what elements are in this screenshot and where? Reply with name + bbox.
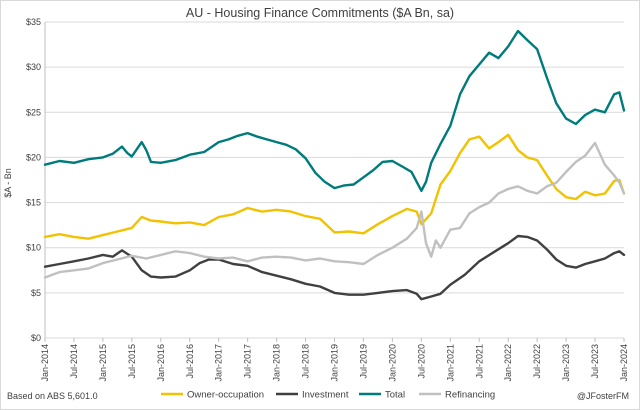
y-tick-label: $30 [26, 62, 41, 72]
x-tick-label: Jan-2022 [503, 344, 513, 382]
y-tick-label: $35 [26, 17, 41, 27]
legend-label: Owner-occupation [187, 390, 264, 401]
x-tick-label: Jan-2015 [98, 344, 108, 382]
legend-label: Refinancing [445, 390, 495, 401]
x-tick-label: Jul-2014 [69, 344, 79, 379]
source-note: Based on ABS 5,601.0 [7, 391, 98, 401]
x-tick-label: Jan-2019 [330, 344, 340, 382]
x-tick-label: Jul-2018 [301, 344, 311, 379]
x-tick-label: Jan-2016 [156, 344, 166, 382]
y-tick-label: $25 [26, 107, 41, 117]
x-tick-label: Jan-2023 [561, 344, 571, 382]
series-line-investment [43, 234, 626, 301]
y-tick-label: $10 [26, 243, 41, 253]
x-tick-label: Jul-2022 [532, 344, 542, 379]
x-tick-label: Jul-2019 [358, 344, 368, 379]
series-line-total [43, 29, 626, 192]
x-tick-label: Jul-2017 [243, 344, 253, 379]
x-tick-label: Jan-2020 [387, 344, 397, 382]
x-tick-label: Jul-2023 [590, 344, 600, 379]
y-tick-label: $20 [26, 152, 41, 162]
y-tick-label: $5 [31, 288, 41, 298]
y-axis-label: $A - Bn [3, 168, 13, 198]
x-tick-label: Jul-2015 [127, 344, 137, 379]
x-tick-label: Jul-2020 [416, 344, 426, 379]
x-tick-label: Jan-2024 [619, 344, 629, 382]
series-lines [43, 29, 626, 301]
legend: Owner-occupation Investment Total Refinanci… [161, 390, 495, 401]
x-tick-label: Jan-2021 [445, 344, 455, 382]
legend-label: Total [385, 390, 405, 401]
gridlines [44, 21, 624, 339]
x-tick-label: Jul-2016 [185, 344, 195, 379]
credit-handle: @JFosterFM [577, 391, 629, 401]
y-axis-ticks: $0 $5 $10 $15 $20 $25 $30 $35 [26, 17, 41, 343]
y-tick-label: $0 [31, 333, 41, 343]
legend-label: Investment [302, 390, 349, 401]
chart-title: AU - Housing Finance Commitments ($A Bn,… [186, 6, 454, 20]
x-tick-label: Jul-2021 [474, 344, 484, 379]
series-line-refinancing [43, 141, 626, 279]
x-axis-ticks: Jan-2014 Jul-2014 Jan-2015 Jul-2015 Jan-2016… [40, 338, 629, 382]
x-tick-label: Jan-2018 [272, 344, 282, 382]
x-tick-label: Jan-2017 [214, 344, 224, 382]
y-tick-label: $15 [26, 198, 41, 208]
x-tick-label: Jan-2014 [40, 344, 50, 382]
